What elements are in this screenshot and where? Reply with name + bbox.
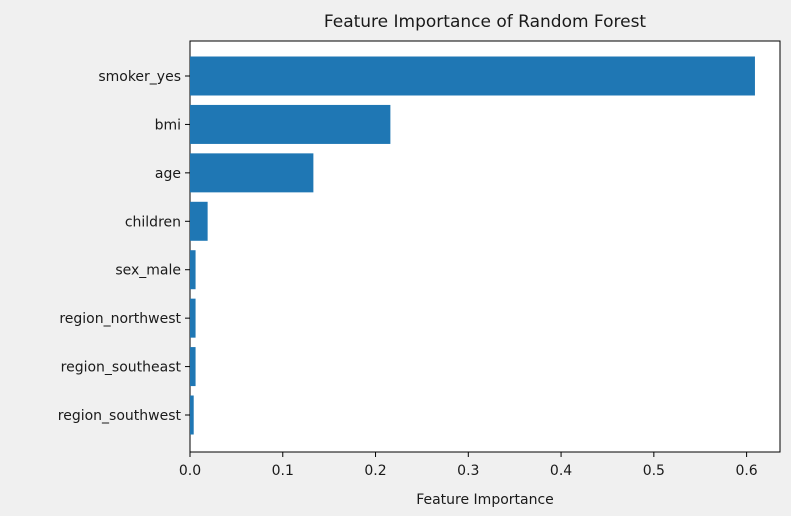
y-tick-label: smoker_yes — [98, 69, 181, 85]
x-tick-label: 0.6 — [735, 463, 757, 479]
x-axis-label: Feature Importance — [416, 492, 554, 508]
plot-area — [189, 40, 781, 453]
bar-smoker-yes — [190, 56, 755, 96]
bar-sex-male — [190, 250, 196, 290]
x-tick-label: 0.2 — [364, 463, 386, 479]
y-tick-label: bmi — [155, 117, 181, 133]
y-tick-label: age — [155, 166, 181, 182]
y-tick-label: region_southwest — [58, 408, 182, 424]
chart-title: Feature Importance of Random Forest — [324, 12, 647, 32]
x-tick-label: 0.1 — [272, 463, 294, 479]
bar-region-northwest — [190, 298, 196, 338]
bar-region-southeast — [190, 347, 196, 387]
y-tick-label: region_northwest — [59, 311, 181, 327]
bar-region-southwest — [190, 395, 194, 435]
x-tick-label: 0.3 — [457, 463, 479, 479]
x-tick-label: 0.5 — [643, 463, 665, 479]
bar-bmi — [190, 104, 391, 144]
bar-age — [190, 153, 314, 193]
bar-children — [190, 201, 208, 241]
y-tick-label: region_southeast — [61, 360, 182, 376]
y-tick-label: sex_male — [115, 263, 181, 279]
y-tick-label: children — [125, 214, 181, 230]
bars-layer — [190, 56, 755, 435]
x-tick-label: 0.0 — [179, 463, 201, 479]
x-tick-label: 0.4 — [550, 463, 572, 479]
x-axis-ticks: 0.0 0.1 0.2 0.3 0.4 0.5 0.6 — [179, 452, 758, 479]
